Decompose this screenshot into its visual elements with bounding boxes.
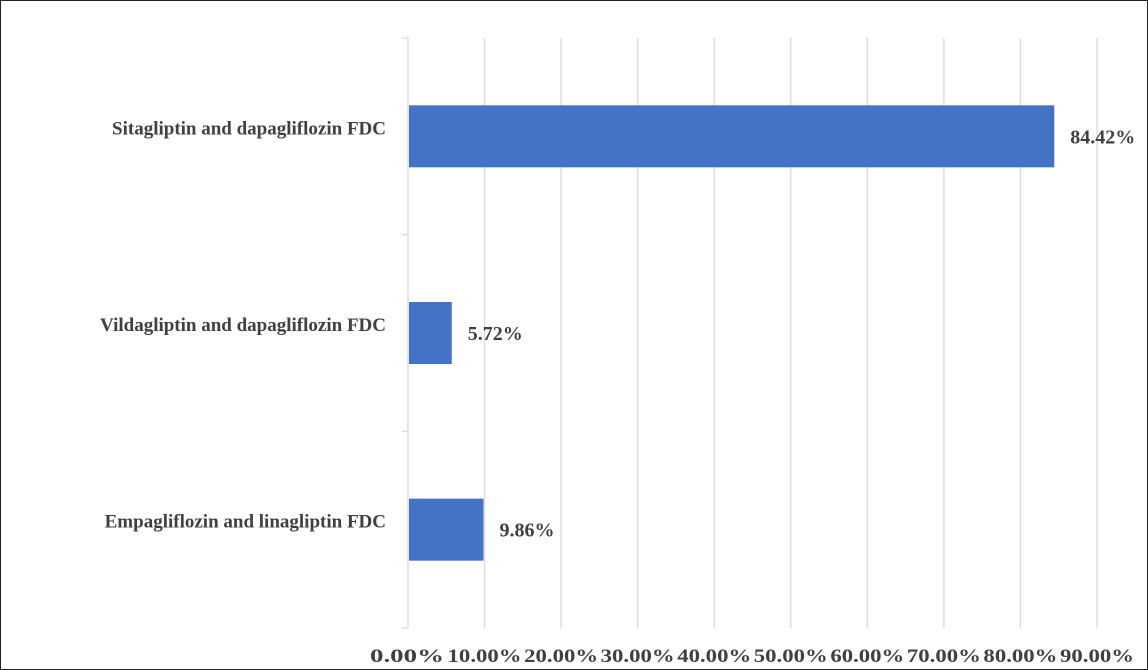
- data-label-empagliflozin: 9.86%: [499, 520, 554, 542]
- category-label-empagliflozin: Empagliflozin and linagliptin FDC: [105, 512, 386, 533]
- bar-sitagliptin: [409, 105, 1055, 168]
- data-labels: 84.42% 5.72% 9.86%: [468, 126, 1135, 541]
- category-label-sitagliptin: Sitagliptin and dapagliflozin FDC: [112, 118, 386, 139]
- x-tick-label: 70.00%: [907, 646, 981, 667]
- data-label-sitagliptin: 84.42%: [1070, 126, 1135, 148]
- x-tick-label: 20.00%: [524, 646, 598, 667]
- x-tick-label: 90.00%: [1060, 646, 1134, 667]
- x-tick-label: 10.00%: [448, 646, 522, 667]
- x-tick-label: 60.00%: [830, 646, 904, 667]
- category-axis: [402, 37, 409, 629]
- category-labels: Sitagliptin and dapagliflozin FDC Vildag…: [100, 118, 386, 532]
- data-label-vildagliptin: 5.72%: [468, 323, 523, 345]
- x-tick-labels: 0.00% 10.00% 20.00% 30.00% 40.00% 50.00%…: [370, 646, 1134, 667]
- bars: [409, 105, 1055, 561]
- bar-vildagliptin: [409, 302, 452, 364]
- x-tick-label: 50.00%: [754, 646, 828, 667]
- bar-empagliflozin: [409, 498, 484, 561]
- x-tick-label: 80.00%: [983, 646, 1057, 667]
- x-tick-label: 0.00%: [370, 646, 444, 667]
- category-label-vildagliptin: Vildagliptin and dapagliflozin FDC: [100, 315, 386, 336]
- x-tick-label: 30.00%: [601, 646, 675, 667]
- x-tick-label: 40.00%: [677, 646, 751, 667]
